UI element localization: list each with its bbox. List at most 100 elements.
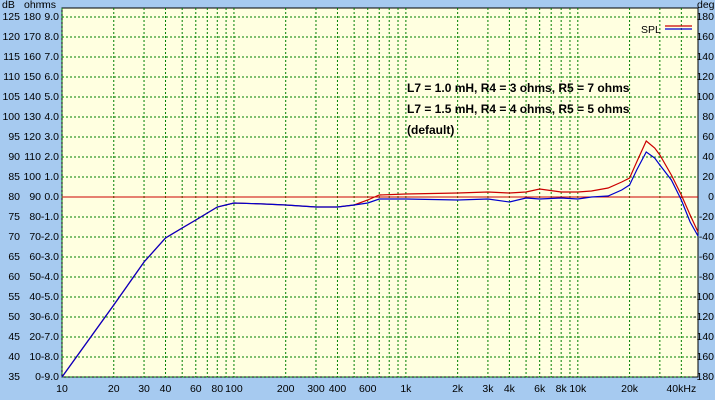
y-tick-label: 60 — [8, 271, 20, 283]
y2-tick-label: 40 — [702, 151, 714, 163]
ms-tick-label: 5.0 — [44, 91, 59, 103]
y2-tick-label: -120 — [693, 311, 714, 323]
y2-tick-label: 80 — [702, 111, 714, 123]
y2-tick-label: 160 — [696, 31, 714, 43]
y-tick-label: 70 — [8, 231, 20, 243]
ohm-tick-label: 10 — [29, 351, 41, 363]
x-tick-label: 6k — [534, 383, 546, 395]
annotation: L7 = 1.0 mH, R4 = 3 ohms, R5 = 7 ohms — [407, 81, 630, 95]
ohm-tick-label: 160 — [23, 51, 41, 63]
ohm-tick-label: 70 — [29, 231, 41, 243]
x-tick-label: 40kHz — [666, 383, 696, 395]
y-tick-label: 105 — [2, 91, 20, 103]
ohm-tick-label: 150 — [23, 71, 41, 83]
x-tick-label: 200 — [277, 383, 295, 395]
ohm-tick-label: 110 — [24, 151, 41, 163]
x-tick-label: 2k — [452, 383, 464, 395]
ms-tick-label: 0.0 — [44, 191, 59, 203]
x-tick-label: 8k — [556, 383, 568, 395]
y-tick-label: 75 — [8, 211, 20, 223]
ohm-tick-label: 90 — [29, 191, 41, 203]
ohm-tick-label: 180 — [23, 11, 41, 23]
ohm-tick-label: 140 — [23, 91, 41, 103]
ohm-tick-label: 170 — [23, 31, 41, 43]
y-tick-label: 40 — [8, 351, 20, 363]
y2-tick-label: 100 — [696, 91, 714, 103]
x-tick-label: 20 — [108, 383, 120, 395]
y-tick-label: 85 — [8, 171, 20, 183]
ohm-tick-label: 50 — [29, 271, 41, 283]
ms-tick-label: -5.0 — [41, 291, 59, 303]
plot-area — [61, 7, 699, 378]
annotation: L7 = 1.5 mH, R4 = 4 ohms, R5 = 5 ohms — [407, 102, 630, 116]
ohm-tick-label: 80 — [29, 211, 41, 223]
ms-tick-label: 4.0 — [44, 111, 59, 123]
y-tick-label: 50 — [8, 311, 20, 323]
ms-tick-label: 1.0 — [44, 171, 59, 183]
y2-tick-label: -100 — [693, 291, 714, 303]
x-tick-label: 60 — [190, 383, 202, 395]
y2-tick-label: -60 — [699, 251, 714, 263]
y2-tick-label: -180 — [693, 371, 714, 383]
x-tick-label: 400 — [329, 383, 347, 395]
x-tick-label: 1k — [400, 383, 412, 395]
y2-tick-label: 120 — [696, 71, 714, 83]
ms-tick-label: 9.0 — [44, 11, 59, 23]
series-line — [61, 151, 699, 378]
y-tick-label: 80 — [8, 191, 20, 203]
y2-tick-label: 60 — [702, 131, 714, 143]
x-tick-label: 100 — [225, 383, 243, 395]
y-tick-label: 115 — [3, 51, 20, 63]
ms-tick-label: 7.0 — [44, 51, 59, 63]
y2-tick-label: 180 — [696, 11, 714, 23]
y-tick-label: 35 — [8, 371, 20, 383]
y-tick-label: 45 — [8, 331, 20, 343]
y-tick-label: 55 — [8, 291, 20, 303]
ohm-tick-label: 30 — [29, 311, 41, 323]
x-tick-label: 300 — [307, 383, 325, 395]
x-tick-label: 40 — [160, 383, 172, 395]
ohm-tick-label: 20 — [29, 331, 41, 343]
ms-tick-label: 2.0 — [44, 151, 59, 163]
ms-tick-label: 8.0 — [44, 31, 59, 43]
ms-tick-label: -6.0 — [41, 311, 59, 323]
x-tick-label: 600 — [359, 383, 377, 395]
y-axis-unit: dB — [2, 0, 15, 11]
y2-axis-unit: deg — [697, 0, 715, 11]
y-tick-label: 95 — [8, 131, 20, 143]
y2-tick-label: -20 — [699, 211, 714, 223]
y2-tick-label: -80 — [699, 271, 714, 283]
y-tick-label: 90 — [8, 151, 20, 163]
x-tick-label: 30 — [138, 383, 150, 395]
x-tick-label: 80 — [211, 383, 223, 395]
y-tick-label: 65 — [8, 251, 20, 263]
legend-label: SPL — [641, 24, 661, 36]
ohm-tick-label: 100 — [23, 171, 41, 183]
ms-tick-label: -8.0 — [41, 351, 59, 363]
ohm-tick-label: 0 — [35, 371, 41, 383]
ms-tick-label: 3.0 — [44, 131, 59, 143]
ms-tick-label: 6.0 — [44, 71, 59, 83]
ohm-tick-label: 60 — [29, 251, 41, 263]
y2-tick-label: -40 — [699, 231, 714, 243]
ms-tick-label: -3.0 — [41, 251, 59, 263]
y2-tick-label: -160 — [693, 351, 714, 363]
y2-tick-label: 140 — [696, 51, 714, 63]
x-tick-label: 3k — [482, 383, 494, 395]
y2-tick-label: -140 — [693, 331, 714, 343]
ohm-tick-label: 120 — [23, 131, 41, 143]
ms-tick-label: -2.0 — [41, 231, 59, 243]
ms-axis-unit: ms — [42, 0, 56, 11]
ohm-tick-label: 40 — [29, 291, 41, 303]
ms-tick-label: -7.0 — [41, 331, 59, 343]
y-tick-label: 110 — [3, 71, 20, 83]
y2-tick-label: 0 — [708, 191, 714, 203]
ms-tick-label: -1.0 — [41, 211, 59, 223]
ohm-axis-unit: ohm — [24, 0, 45, 11]
y-tick-label: 125 — [2, 11, 20, 23]
annotation: (default) — [407, 123, 454, 137]
x-tick-label: 10 — [56, 383, 68, 395]
ohm-tick-label: 130 — [23, 111, 41, 123]
